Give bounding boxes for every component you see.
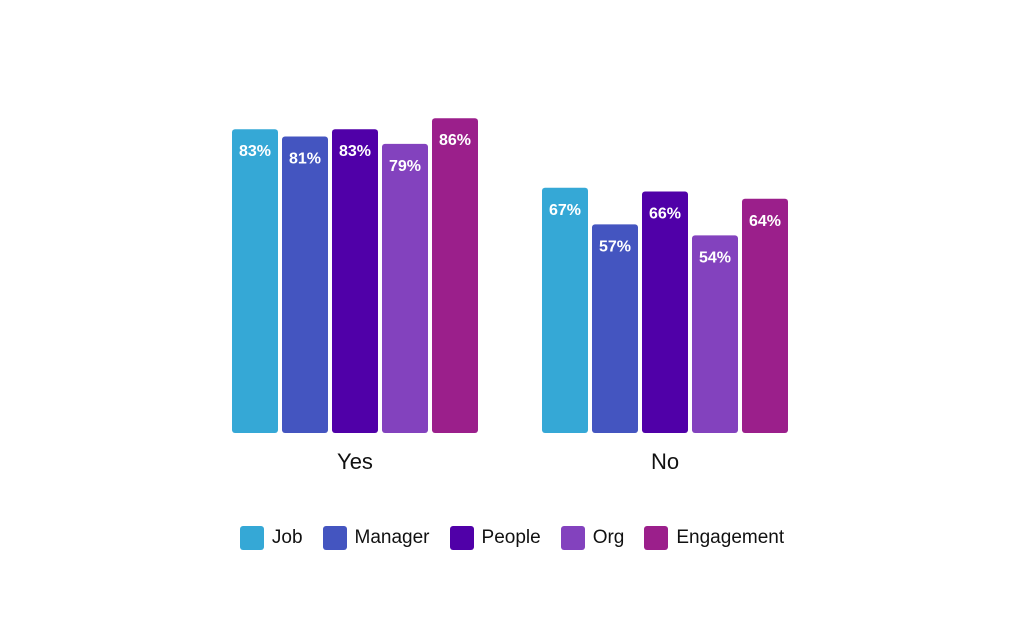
bar-people-yes: [332, 129, 378, 433]
bar-people-no: [642, 191, 688, 433]
legend-item-org: Org: [560, 526, 625, 550]
legend-swatch: [644, 526, 669, 550]
bar-org-no: [692, 235, 738, 433]
data-label-job-no: 67%: [549, 202, 581, 219]
category-label-no: No: [651, 449, 679, 474]
data-label-org-no: 54%: [699, 249, 731, 266]
legend-label: People: [481, 527, 541, 548]
data-label-engagement-yes: 86%: [439, 132, 471, 149]
bar-engagement-yes: [432, 118, 478, 434]
legend-item-job: Job: [239, 526, 303, 550]
bar-manager-yes: [282, 136, 328, 434]
category-label-yes: Yes: [337, 449, 373, 474]
legend-swatch: [449, 526, 474, 550]
data-label-manager-no: 57%: [599, 238, 631, 255]
legend-item-people: People: [449, 526, 541, 550]
data-label-people-yes: 83%: [339, 143, 371, 160]
bar-engagement-no: [742, 198, 788, 433]
chart-legend: Job Manager People Org Engagement: [0, 526, 1024, 550]
legend-swatch: [560, 526, 585, 550]
bar-job-no: [542, 187, 588, 433]
data-label-people-no: 66%: [649, 205, 681, 222]
legend-label: Manager: [354, 527, 430, 548]
legend-label: Job: [271, 527, 303, 548]
legend-label: Engagement: [676, 527, 785, 548]
data-label-manager-yes: 81%: [289, 151, 321, 168]
legend-item-engagement: Engagement: [644, 526, 784, 550]
legend-swatch: [239, 526, 264, 550]
legend-label: Org: [592, 527, 625, 548]
bar-job-yes: [232, 129, 278, 433]
data-label-org-yes: 79%: [389, 158, 421, 175]
data-label-engagement-no: 64%: [749, 213, 781, 230]
legend-swatch: [322, 526, 347, 550]
bar-manager-no: [592, 224, 638, 433]
legend-item-manager: Manager: [322, 526, 430, 550]
bar-org-yes: [382, 143, 428, 434]
data-label-job-yes: 83%: [239, 143, 271, 160]
